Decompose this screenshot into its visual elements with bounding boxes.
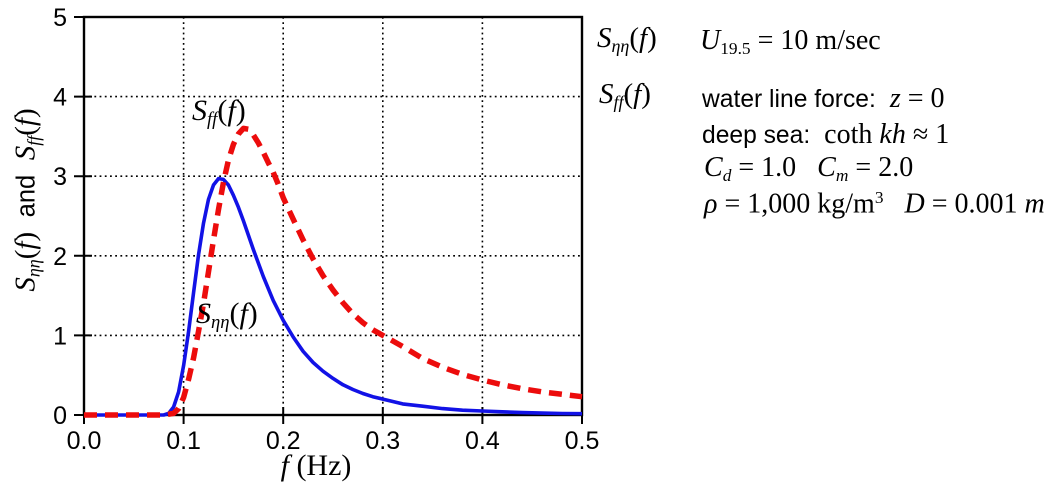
curve-label-sff-run: f <box>227 94 236 127</box>
series-sff <box>84 125 583 418</box>
x-axis-title: f (Hz) <box>281 449 352 483</box>
curve-label-sff-run: ( <box>217 94 228 127</box>
curve-label-sff: Sff(f) <box>192 94 246 131</box>
x-tick-label: 0.5 <box>565 427 600 455</box>
y-tick-label: 2 <box>53 243 67 271</box>
plot-border <box>82 15 584 417</box>
x-tick-label: 0.2 <box>266 427 301 455</box>
y-tick-label: 4 <box>53 84 67 112</box>
curve-label-snn-run: ηη <box>211 312 230 334</box>
x-tick-label: 0.1 <box>166 427 201 455</box>
y-axis-title-run: f <box>9 118 42 127</box>
y-axis-title-run: f <box>9 241 42 250</box>
y-axis-title-run: ( <box>9 126 42 136</box>
x-axis-title-run: f <box>280 449 289 482</box>
y-tick-label: 0 <box>53 402 67 430</box>
x-tick-label: 0.4 <box>465 427 500 455</box>
y-tick-label: 3 <box>53 163 67 191</box>
curve-label-sff-run: ff <box>207 109 218 131</box>
curve-label-snn: Sηη(f) <box>196 297 258 334</box>
curve-label-snn-run: ( <box>229 297 240 330</box>
y-axis-title-run: ηη <box>23 259 44 278</box>
y-axis-title: Sηη(f) and Sff(f) <box>9 108 44 291</box>
x-axis-title-run: (Hz) <box>288 449 352 482</box>
y-axis-title-run: ff <box>23 135 44 146</box>
y-tick-label: 1 <box>53 322 67 350</box>
y-axis-title-run: and <box>12 174 41 218</box>
curve-label-sff-run: ) <box>235 94 246 127</box>
y-axis-title-run: S <box>9 277 42 292</box>
x-tick-label: 0.0 <box>67 427 102 455</box>
curve-label-snn-run: ) <box>247 297 258 330</box>
curve-label-sff-run: S <box>192 94 207 127</box>
curve-label-snn-run: S <box>196 297 211 330</box>
x-tick-label: 0.3 <box>365 427 400 455</box>
y-axis-title-run <box>9 160 41 175</box>
y-axis-title-run <box>9 217 41 232</box>
series-snn <box>84 176 583 417</box>
y-axis-title-run: ( <box>9 249 42 260</box>
y-axis-title-run: ) <box>9 108 42 119</box>
y-tick-label: 5 <box>53 4 67 32</box>
y-axis-title-run: ) <box>9 231 42 242</box>
y-axis-title-run: S <box>9 145 42 161</box>
curve-label-snn-run: f <box>239 297 248 330</box>
